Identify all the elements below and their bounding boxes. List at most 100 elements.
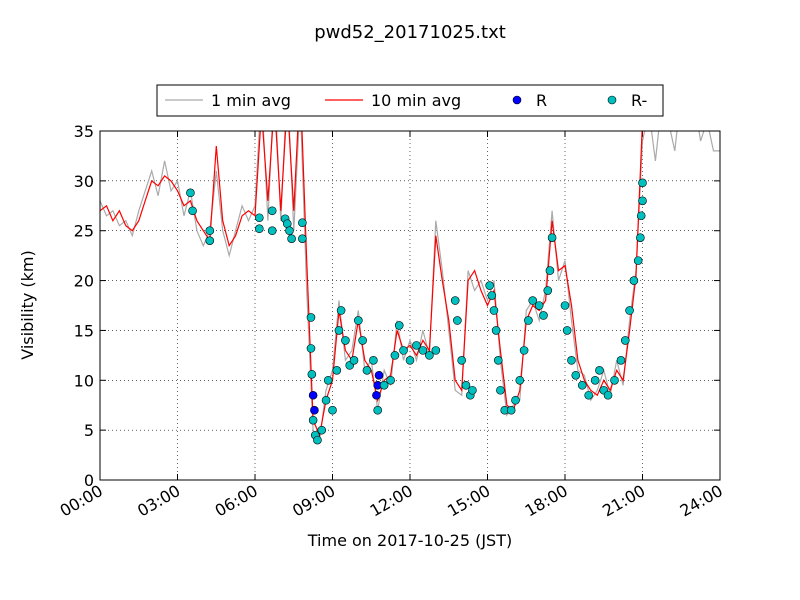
y-tick-label: 10	[74, 371, 94, 390]
data-point	[308, 415, 318, 425]
data-point	[354, 316, 363, 325]
legend-swatch	[512, 95, 522, 105]
data-point	[534, 301, 544, 310]
data-point	[638, 196, 647, 206]
series-line	[100, 131, 643, 438]
data-point	[379, 380, 389, 390]
data-point	[332, 366, 342, 375]
data-point	[603, 390, 613, 400]
data-point	[390, 351, 400, 360]
data-point	[636, 233, 645, 242]
data-point	[567, 356, 576, 365]
data-point	[511, 395, 520, 405]
data-point	[358, 336, 367, 345]
data-point	[394, 321, 404, 330]
data-point	[372, 390, 381, 400]
data-point	[323, 375, 333, 385]
data-point	[308, 390, 318, 400]
chart-title: pwd52_20171025.txt	[314, 22, 506, 43]
data-point	[524, 316, 533, 325]
legend-label: R-	[631, 91, 647, 110]
data-point	[306, 344, 316, 353]
data-point	[298, 234, 307, 243]
data-point	[188, 206, 197, 216]
y-tick-label: 0	[84, 471, 94, 490]
data-point	[629, 276, 639, 285]
data-point	[633, 256, 643, 265]
data-point	[306, 313, 316, 322]
data-point	[341, 336, 350, 345]
data-point	[255, 213, 264, 223]
plot-area	[99, 130, 721, 481]
data-point	[307, 370, 317, 379]
legend-label: 10 min avg	[371, 91, 461, 110]
legend-box	[156, 84, 664, 117]
data-point	[369, 356, 378, 365]
data-point	[571, 370, 581, 380]
y-tick-label: 5	[84, 421, 94, 440]
data-point	[267, 226, 277, 236]
data-point	[450, 296, 460, 305]
data-point	[468, 385, 477, 395]
data-point	[543, 286, 553, 295]
data-point	[610, 375, 619, 385]
data-point	[528, 296, 538, 305]
data-point	[560, 301, 570, 310]
data-point	[461, 380, 471, 390]
data-point	[590, 375, 600, 385]
data-point	[267, 206, 277, 216]
y-axis-label: Visibility (km)	[18, 250, 37, 359]
data-point	[595, 366, 604, 375]
y-tick-label: 15	[74, 321, 94, 340]
data-point	[287, 234, 296, 243]
plot-frame	[99, 130, 721, 481]
data-point	[373, 405, 383, 415]
data-point	[412, 341, 421, 350]
data-point	[313, 435, 322, 445]
data-point	[485, 281, 494, 290]
data-point	[321, 395, 331, 405]
data-point	[186, 188, 195, 198]
data-point	[255, 224, 264, 234]
data-point	[487, 291, 497, 300]
data-point	[336, 306, 346, 315]
data-point	[547, 233, 557, 242]
data-point	[425, 351, 434, 360]
data-point	[493, 356, 503, 365]
data-point	[491, 326, 501, 335]
legend: 1 min avg 10 min avg R R-	[165, 91, 647, 110]
data-point	[545, 266, 555, 275]
data-point	[457, 356, 466, 365]
data-point	[386, 375, 395, 385]
y-tick-label: 30	[74, 172, 94, 191]
data-point	[431, 346, 441, 355]
data-point	[374, 370, 384, 380]
y-tick-label: 20	[74, 272, 94, 291]
data-point	[625, 306, 634, 315]
data-point	[616, 356, 626, 365]
data-point	[636, 211, 646, 221]
legend-swatch	[607, 95, 617, 105]
data-point	[562, 326, 572, 335]
data-point	[584, 390, 593, 400]
data-point	[362, 366, 372, 375]
legend-label: 1 min avg	[211, 91, 291, 110]
data-point	[405, 356, 415, 365]
data-point	[205, 226, 215, 236]
data-point	[205, 236, 215, 245]
data-point	[349, 356, 359, 365]
data-point	[539, 311, 548, 320]
data-point	[453, 316, 462, 325]
data-point	[638, 178, 647, 188]
data-point	[328, 405, 337, 415]
data-point	[317, 425, 327, 435]
data-point	[399, 346, 408, 355]
data-point	[620, 336, 630, 345]
data-point	[577, 380, 587, 390]
data-point	[519, 346, 529, 355]
data-point	[515, 375, 525, 385]
y-tick-label: 25	[74, 222, 94, 241]
data-point	[334, 326, 344, 335]
x-axis-label: Time on 2017-10-25 (JST)	[307, 531, 512, 550]
